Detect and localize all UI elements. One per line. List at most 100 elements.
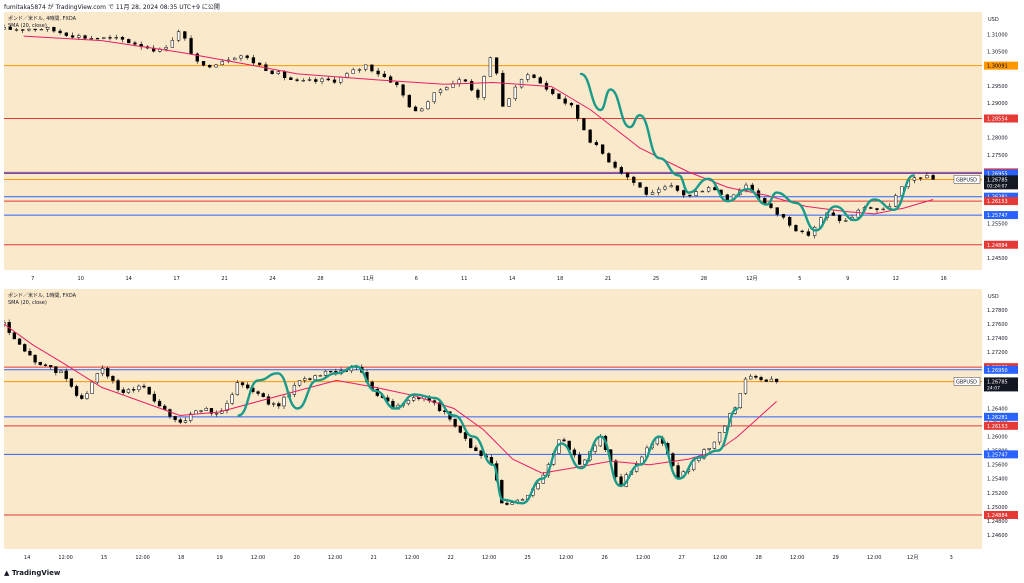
candle-down bbox=[111, 375, 115, 381]
candle-up bbox=[925, 175, 929, 179]
x-tick-label: 28 bbox=[701, 276, 707, 282]
x-tick-label: 15 bbox=[101, 555, 107, 561]
gbpusd-1h-chart[interactable]: USD1.278001.276001.274001.272001.268001.… bbox=[4, 289, 1020, 567]
x-tick-label: 18 bbox=[557, 276, 563, 282]
symbol-tag bbox=[953, 175, 981, 184]
candle-up bbox=[39, 28, 44, 31]
level-price-label: 1.26950 bbox=[987, 368, 1008, 374]
candle-down bbox=[463, 432, 468, 439]
candle-down bbox=[569, 102, 574, 106]
candle-up bbox=[510, 502, 514, 505]
candle-up bbox=[593, 445, 597, 452]
currency-label: USD bbox=[988, 294, 999, 300]
x-tick-label: 18 bbox=[178, 555, 184, 561]
candle-down bbox=[644, 187, 648, 195]
candle-down bbox=[479, 450, 483, 456]
candle-up bbox=[420, 108, 424, 112]
candle-down bbox=[282, 71, 287, 78]
x-tick-label: 21 bbox=[370, 555, 376, 561]
candle-down bbox=[270, 70, 274, 74]
candle-down bbox=[588, 129, 592, 143]
candle-up bbox=[743, 378, 748, 394]
candle-down bbox=[638, 182, 642, 188]
countdown-label: 02:24:07 bbox=[987, 183, 1007, 189]
candle-down bbox=[401, 84, 405, 96]
candle-down bbox=[266, 396, 271, 405]
x-tick-label: 12:00 bbox=[251, 555, 265, 561]
candle-up bbox=[881, 208, 885, 211]
candle-down bbox=[370, 64, 374, 72]
candle-down bbox=[875, 208, 879, 211]
candle-down bbox=[121, 389, 125, 393]
candle-down bbox=[133, 42, 137, 45]
candle-down bbox=[688, 194, 692, 197]
candle-down bbox=[189, 38, 193, 55]
candle-up bbox=[663, 186, 667, 190]
x-tick-label: 12:00 bbox=[58, 555, 72, 561]
level-price-tag bbox=[984, 211, 1018, 220]
candle-up bbox=[912, 177, 917, 181]
last-price-label: 1.26785 bbox=[987, 379, 1008, 385]
candle-down bbox=[794, 225, 798, 232]
candle-down bbox=[532, 74, 536, 78]
candle-up bbox=[4, 322, 6, 325]
y-tick-label: 1.27400 bbox=[987, 336, 1008, 342]
x-tick-label: 12:00 bbox=[328, 555, 342, 561]
candle-down bbox=[308, 378, 312, 380]
x-tick-label: 12:00 bbox=[405, 555, 419, 561]
candle-down bbox=[108, 37, 112, 39]
candle-up bbox=[233, 57, 237, 61]
y-tick-label: 1.31000 bbox=[987, 32, 1008, 38]
sma-line bbox=[4, 323, 777, 474]
candle-up bbox=[717, 432, 722, 443]
candle-down bbox=[837, 215, 842, 221]
candle-down bbox=[775, 207, 779, 215]
countdown-label: 24:07 bbox=[987, 385, 1000, 391]
candle-up bbox=[519, 79, 524, 88]
candle-down bbox=[632, 176, 636, 183]
price-axis bbox=[982, 12, 1020, 270]
candle-down bbox=[256, 391, 260, 394]
candle-down bbox=[116, 380, 120, 391]
candle-down bbox=[183, 31, 187, 39]
candle-down bbox=[83, 35, 87, 39]
tradingview-logo[interactable]: ▲ TradingView bbox=[4, 569, 60, 577]
y-tick-label: 1.27800 bbox=[987, 308, 1008, 314]
candle-down bbox=[152, 393, 157, 402]
candle-up bbox=[45, 27, 50, 30]
level-price-tag bbox=[984, 421, 1018, 430]
level-price-tag bbox=[984, 192, 1018, 201]
candle-down bbox=[8, 26, 12, 30]
symbol-label: GBPUSD bbox=[956, 177, 977, 183]
y-tick-label: 1.28000 bbox=[987, 136, 1008, 142]
candle-up bbox=[445, 87, 449, 91]
candle-down bbox=[173, 416, 177, 421]
candle-down bbox=[168, 409, 172, 417]
publish-header: fumitaka5874 が TradingView.com で 11月 28,… bbox=[4, 4, 220, 11]
candle-down bbox=[725, 194, 729, 200]
candle-down bbox=[277, 403, 281, 407]
candle-up bbox=[339, 76, 343, 83]
candle-up bbox=[303, 378, 307, 381]
candle-down bbox=[376, 70, 380, 75]
tradingview-logo-icon: ▲ bbox=[4, 569, 10, 577]
gbpusd-4h-chart[interactable]: USD 1.31000 1.30500 1.29500 1.29000 1.28000 1.… bbox=[4, 12, 1020, 288]
last-price-tag bbox=[984, 377, 1018, 392]
candle-down bbox=[781, 214, 786, 218]
x-tick-label: 16 bbox=[940, 276, 946, 282]
candle-down bbox=[682, 190, 686, 196]
candle-down bbox=[246, 384, 250, 389]
level-price-tag bbox=[984, 412, 1018, 421]
candle-down bbox=[413, 106, 418, 112]
y-tick-label: 1.24500 bbox=[987, 256, 1008, 262]
candle-up bbox=[723, 425, 727, 433]
x-tick-label: 14 bbox=[125, 276, 131, 282]
candle-down bbox=[594, 142, 599, 145]
candle-up bbox=[520, 499, 525, 501]
candle-up bbox=[738, 393, 742, 408]
level-price-label: 1.24884 bbox=[987, 243, 1008, 249]
candle-down bbox=[563, 98, 567, 104]
candle-up bbox=[89, 37, 93, 40]
candle-down bbox=[388, 76, 393, 83]
candle-up bbox=[164, 47, 168, 50]
